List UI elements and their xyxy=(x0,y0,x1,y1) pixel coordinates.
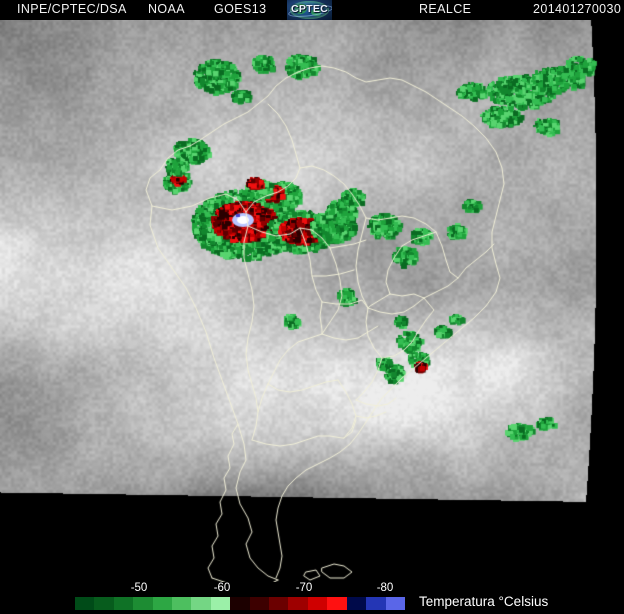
cptec-logo-icon: CPTEC xyxy=(287,0,332,20)
colorbar-tick-1: -60 xyxy=(213,582,231,594)
colorbar-swatch-7 xyxy=(210,597,231,610)
globe-landmass-secondary-icon xyxy=(311,9,321,16)
colorbar-swatch-4 xyxy=(152,597,173,610)
header-bar: INPE/CPTEC/DSA NOAA GOES13 REALCE 201401… xyxy=(0,0,624,20)
colorbar-swatch-0 xyxy=(75,597,95,610)
colorbar-swatch-14 xyxy=(346,597,367,610)
platform-label: GOES13 xyxy=(214,2,267,16)
colorbar-swatch-12 xyxy=(307,597,328,610)
colorbar-swatch-5 xyxy=(172,597,192,610)
colorbar-swatch-3 xyxy=(133,597,153,610)
colorbar-swatch-15 xyxy=(366,597,386,610)
colorbar-tick-2: -70 xyxy=(295,582,313,594)
timestamp-label: 201401270030 xyxy=(533,2,622,16)
globe-landmass-icon xyxy=(295,4,307,14)
colorbar-swatch-6 xyxy=(191,597,211,610)
colorbar-swatch-16 xyxy=(385,597,405,610)
colorbar-legend: -50 -60 -70 -80 Temperatura °Celsius xyxy=(0,582,624,614)
colorbar-swatch-2 xyxy=(113,597,134,610)
institution-label: INPE/CPTEC/DSA xyxy=(17,2,127,16)
colorbar-axis-label: Temperatura °Celsius xyxy=(419,594,549,609)
satellite-imagery xyxy=(0,20,624,582)
product-label: REALCE xyxy=(419,2,472,16)
colorbar-swatch-13 xyxy=(327,597,347,610)
colorbar-swatch-9 xyxy=(249,597,270,610)
colorbar-tick-labels: -50 -60 -70 -80 xyxy=(0,582,624,595)
colorbar-swatches xyxy=(75,597,405,610)
colorbar-swatch-11 xyxy=(288,597,308,610)
cptec-logo-text: CPTEC xyxy=(290,3,329,15)
satellite-image-canvas xyxy=(0,20,624,582)
colorbar-tick-3: -80 xyxy=(376,582,394,594)
colorbar-swatch-10 xyxy=(269,597,289,610)
agency-label: NOAA xyxy=(148,2,186,16)
colorbar-swatch-8 xyxy=(230,597,250,610)
colorbar-swatch-1 xyxy=(94,597,114,610)
colorbar-tick-0: -50 xyxy=(130,582,148,594)
